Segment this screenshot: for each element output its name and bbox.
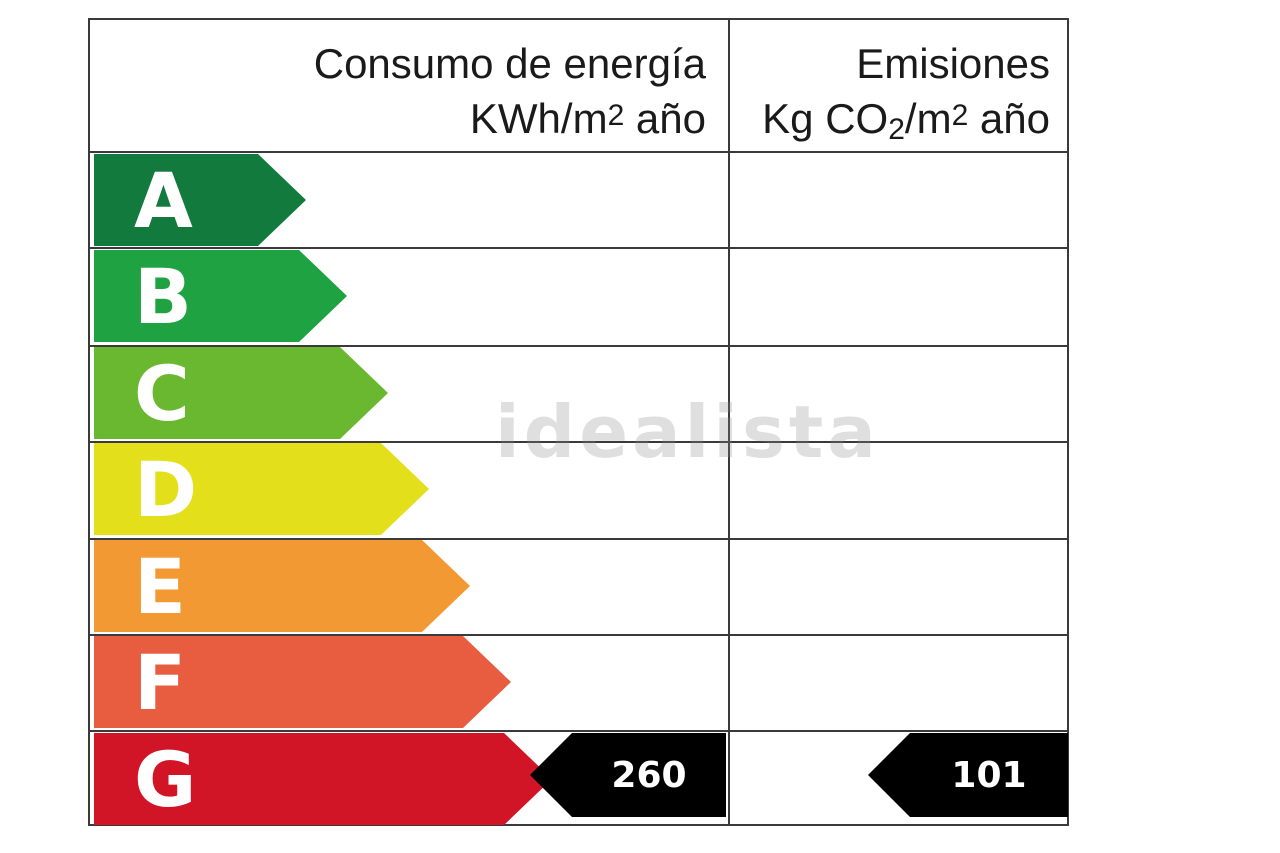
energy-title: Consumo de energía xyxy=(313,40,706,87)
rating-bar-a: A xyxy=(94,154,306,246)
rating-letter: G xyxy=(134,734,197,824)
rating-letter: D xyxy=(134,444,198,534)
emissions-value: 101 xyxy=(951,754,1027,796)
row-divider xyxy=(90,634,1067,636)
emissions-unit: Kg CO2/m2 año xyxy=(762,95,1050,146)
energy-consumption-header: Consumo de energía KWh/m2 año xyxy=(90,38,706,145)
rating-bar-b: B xyxy=(94,250,347,342)
energy-value-pointer: 260 xyxy=(530,733,726,817)
energy-value: 260 xyxy=(611,754,687,796)
row-divider xyxy=(90,538,1067,540)
rating-letter: C xyxy=(134,348,190,438)
rating-bar-d: D xyxy=(94,443,429,535)
energy-unit: KWh/m2 año xyxy=(469,95,706,142)
rating-bar-f: F xyxy=(94,636,511,728)
rating-letter: B xyxy=(134,251,192,341)
rating-letter: F xyxy=(134,637,186,727)
energy-label: Consumo de energía KWh/m2 año Emisiones … xyxy=(88,18,1069,826)
row-divider xyxy=(90,345,1067,347)
watermark-logo: idealista xyxy=(495,390,880,474)
row-divider xyxy=(90,730,1067,732)
row-divider xyxy=(90,247,1067,249)
rating-letter: A xyxy=(134,155,193,245)
emissions-header: Emisiones Kg CO2/m2 año xyxy=(730,38,1050,156)
row-divider xyxy=(90,441,1067,443)
rating-letter: E xyxy=(134,541,186,631)
row-divider xyxy=(90,151,1067,153)
rating-bar-c: C xyxy=(94,347,388,439)
column-divider xyxy=(728,20,730,824)
emissions-value-pointer: 101 xyxy=(868,733,1068,817)
rating-bar-e: E xyxy=(94,540,470,632)
rating-bar-g: G xyxy=(94,733,552,825)
emissions-title: Emisiones xyxy=(856,40,1050,87)
